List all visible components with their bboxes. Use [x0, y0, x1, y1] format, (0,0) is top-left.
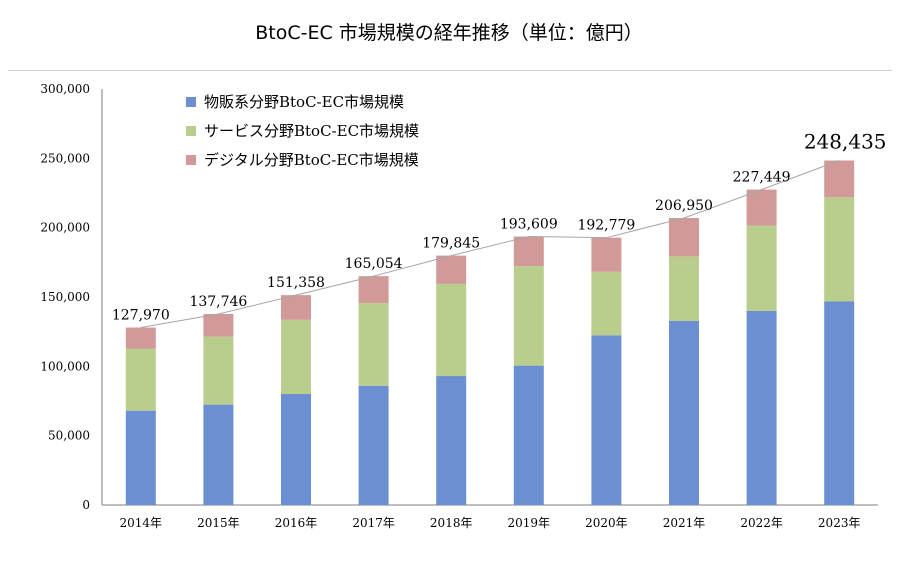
y-tick-label: 200,000: [40, 221, 90, 235]
x-tick-label: 2014年: [120, 516, 163, 530]
bar-segment-physical: [125, 410, 156, 505]
total-label: 127,970: [112, 308, 170, 324]
legend-swatch: [186, 155, 196, 165]
bar-segment-digital: [669, 218, 699, 257]
x-tick-label: 2023年: [818, 516, 861, 530]
legend-label: 物販系分野BtoC-EC市場規模: [204, 93, 404, 111]
total-label: 165,054: [345, 256, 403, 272]
bar-segment-digital: [746, 189, 777, 226]
total-label: 193,609: [500, 217, 558, 233]
total-label: 206,950: [655, 198, 713, 214]
bar-segment-service: [358, 303, 389, 386]
x-tick-label: 2019年: [508, 516, 551, 530]
bar-segment-service: [746, 225, 777, 311]
x-tick-label: 2016年: [275, 516, 318, 530]
legend-swatch: [186, 126, 196, 136]
total-label: 248,435: [804, 130, 887, 154]
y-tick-label: 150,000: [40, 290, 90, 304]
bar-segment-digital: [203, 313, 234, 337]
bar-segment-service: [281, 319, 311, 395]
y-tick-label: 0: [82, 498, 90, 512]
total-label: 179,845: [422, 236, 480, 252]
bar-segment-digital: [513, 236, 544, 267]
total-label: 137,746: [189, 294, 247, 310]
bar-segment-physical: [203, 404, 234, 505]
total-label: 151,358: [267, 275, 325, 291]
bar-segment-service: [203, 336, 234, 405]
total-connector-line: [528, 236, 607, 239]
legend-label: サービス分野BtoC-EC市場規模: [204, 122, 419, 140]
total-connector-line: [761, 160, 840, 191]
total-connector-line: [140, 313, 219, 329]
bar-segment-digital: [436, 255, 467, 284]
bar-segment-service: [513, 266, 544, 366]
legend-label: デジタル分野BtoC-EC市場規模: [204, 151, 419, 169]
bar-segment-physical: [824, 301, 855, 505]
bar-segment-physical: [436, 376, 467, 505]
chart-area: 0 50,000 100,000 150,000 200,000 250,000 300,0…: [8, 70, 892, 561]
legend-swatch: [186, 97, 196, 107]
bar-segment-service: [436, 283, 467, 377]
bar-segment-physical: [281, 394, 311, 505]
bar-segment-digital: [125, 327, 156, 349]
bar-segment-physical: [669, 320, 699, 505]
total-connector-line: [451, 236, 529, 257]
bar-segment-digital: [281, 295, 311, 320]
total-label: 227,449: [733, 170, 791, 186]
bar-segment-digital: [591, 237, 622, 272]
total-connector-line: [295, 275, 374, 296]
bar-segment-service: [125, 348, 156, 411]
x-tick-label: 2018年: [430, 516, 473, 530]
x-tick-label: 2017年: [352, 516, 395, 530]
x-tick-label: 2022年: [740, 516, 783, 530]
x-tick-label: 2015年: [197, 516, 240, 530]
y-tick-label: 250,000: [40, 151, 90, 165]
y-tick-label: 300,000: [40, 82, 90, 96]
y-tick-label: 50,000: [48, 429, 90, 443]
bar-segment-service: [824, 197, 855, 302]
bar-segment-physical: [513, 365, 544, 505]
total-label: 192,779: [577, 218, 635, 234]
bar-segment-physical: [591, 335, 622, 505]
chart-title: BtoC-EC 市場規模の経年推移（単位：億円）: [255, 22, 643, 44]
bar-segment-physical: [358, 385, 389, 505]
total-connector-line: [373, 255, 452, 277]
bar-segment-digital: [824, 160, 855, 198]
total-connector-line: [218, 294, 297, 315]
bar-segment-physical: [746, 310, 777, 505]
bar-segment-service: [591, 271, 622, 336]
x-tick-label: 2021年: [663, 516, 706, 530]
bar-segment-digital: [358, 276, 389, 304]
bar-segment-service: [669, 256, 699, 321]
total-connector-line: [683, 189, 762, 219]
total-connector-line: [606, 217, 685, 239]
stacked-bar-chart: 0 50,000 100,000 150,000 200,000 250,000 300,0…: [40, 82, 887, 530]
y-tick-label: 100,000: [40, 359, 90, 373]
x-tick-label: 2020年: [585, 516, 628, 530]
